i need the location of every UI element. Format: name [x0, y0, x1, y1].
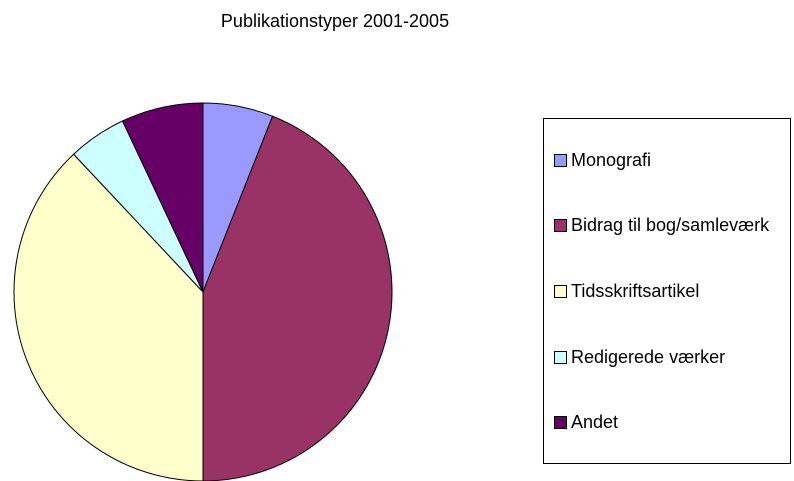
- legend-swatch: [554, 284, 567, 298]
- legend-label: Bidrag til bog/samleværk: [571, 215, 770, 236]
- legend-swatch: [554, 153, 567, 167]
- pie-slice: [121, 102, 204, 293]
- legend-item: Redigerede værker: [544, 342, 790, 372]
- legend-swatch: [554, 350, 567, 364]
- chart-title: Publikationstyper 2001-2005: [221, 11, 449, 31]
- legend-item: Andet: [544, 407, 790, 437]
- legend-item: Bidrag til bog/samleværk: [544, 210, 790, 240]
- legend-item: Monografi: [544, 145, 790, 175]
- pie-slice: [13, 153, 204, 481]
- legend-label: Andet: [571, 412, 619, 433]
- legend-label: Redigerede værker: [571, 346, 726, 367]
- pie-slice: [202, 115, 393, 481]
- legend-label: Monografi: [571, 149, 652, 170]
- legend-label: Tidsskriftsartikel: [571, 280, 700, 301]
- legend: Monografi Bidrag til bog/samleværk Tidsskr…: [543, 118, 791, 464]
- legend-swatch: [554, 416, 567, 430]
- legend-swatch: [554, 219, 567, 233]
- legend-item: Tidsskriftsartikel: [544, 276, 790, 306]
